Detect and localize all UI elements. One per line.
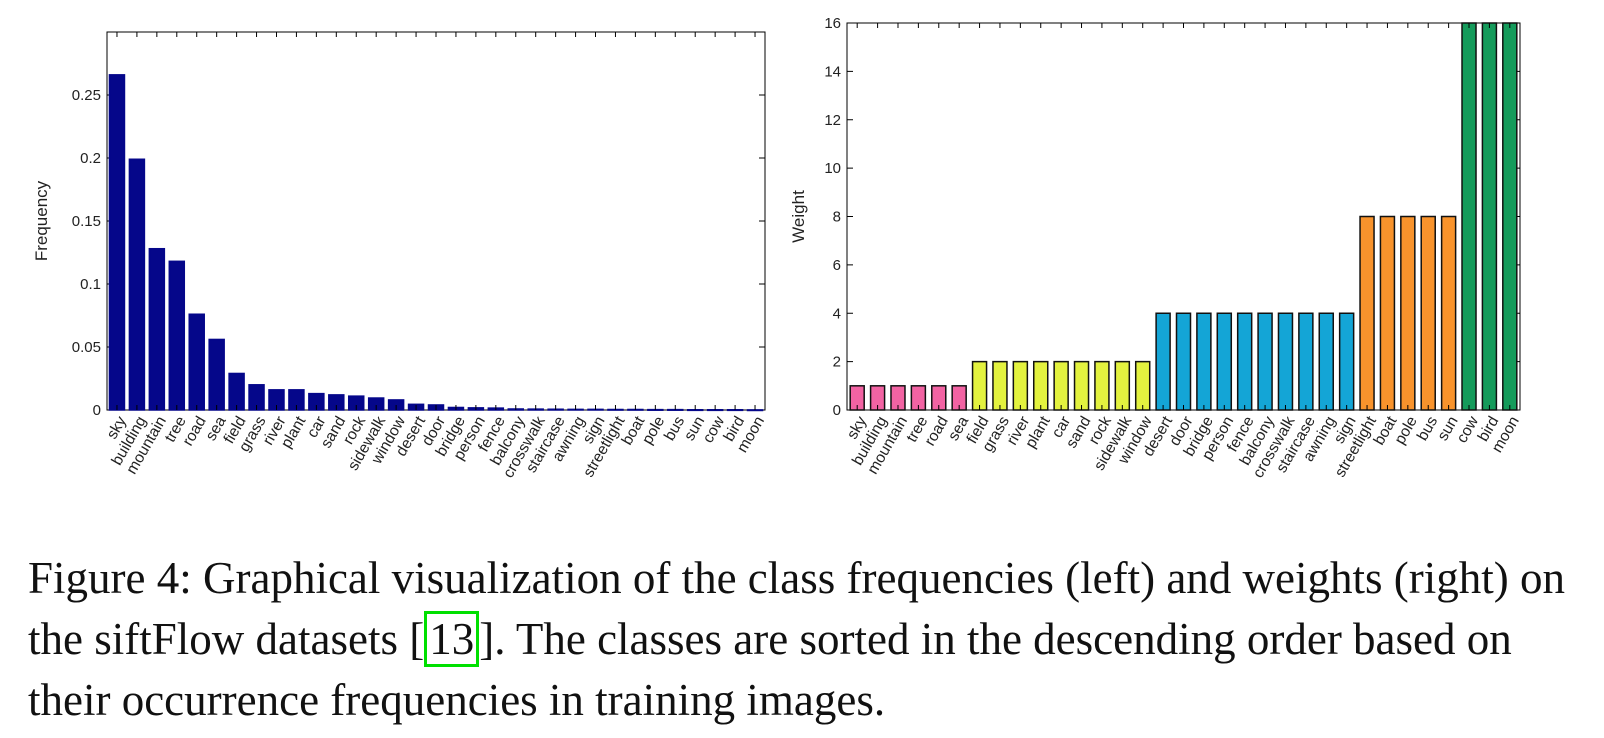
weight-bar-person [1216,312,1233,411]
frequency-ytick-label: 0.05 [72,339,101,356]
frequency-ytick-label: 0.2 [80,150,101,167]
weight-bar-window [1134,360,1151,411]
weight-bar-moon [1502,22,1518,411]
weight-y-axis-label: Weight [789,190,808,243]
frequency-y-axis-label: Frequency [32,180,51,261]
weight-bar-boat [1379,215,1396,411]
weight-bar-sun [1440,215,1457,411]
weight-bar-cow [1461,22,1477,411]
frequency-bar-sky [108,74,126,411]
frequency-bar-building [128,158,146,411]
weight-ytick-label: 2 [833,354,841,371]
citation-link[interactable]: 13 [424,611,480,667]
weight-bar-bridge [1196,312,1212,411]
weight-bar-balcony [1257,312,1273,411]
weight-bar-car [1053,360,1069,411]
weight-bar-fence [1236,312,1253,411]
caption-text-end: ]. The classes are sorted in the descend… [28,614,1512,725]
frequency-ytick-label: 0.1 [80,276,101,293]
figure-charts: 00.050.10.150.20.25Frequencyskybuildingm… [32,15,1523,481]
weight-bar-desert [1155,312,1171,411]
weight-ytick-label: 10 [824,160,841,177]
frequency-bar-sea [208,338,225,411]
frequency-bar-road [188,313,205,411]
weight-bar-bus [1420,215,1436,411]
weight-bar-rock [1094,360,1110,411]
weight-ytick-label: 14 [824,63,841,80]
weight-ytick-label: 8 [833,209,841,226]
weight-bar-plant [1032,360,1049,411]
weight-bar-awning [1318,312,1335,411]
weight-bar-bird [1481,22,1498,411]
weight-bar-crosswalk [1277,312,1294,411]
weight-ytick-label: 12 [824,112,841,129]
weight-ytick-label: 16 [824,15,841,32]
weight-bar-staircase [1298,312,1314,411]
frequency-bar-tree [168,260,186,411]
weight-bar-sign [1338,312,1355,411]
frequency-plot-frame [106,31,766,411]
weight-ytick-label: 4 [833,305,841,322]
weight-ytick-label: 0 [833,402,841,419]
weight-bar-river [1012,360,1029,411]
frequency-ytick-label: 0.25 [72,87,101,104]
weight-bar-field [971,360,988,411]
weight-bar-streetlight [1359,215,1375,411]
caption-text-start: Figure 4: Graphical visualization of the… [28,553,1566,664]
frequency-bar-field [228,372,245,411]
frequency-ytick-label: 0 [93,402,101,419]
figure-caption: Figure 4: Graphical visualization of the… [28,548,1588,731]
frequency-ytick-label: 0.15 [72,213,101,230]
weight-ytick-label: 6 [833,257,841,274]
weight-bar-pole [1400,215,1416,411]
weight-bar-sidewalk [1114,360,1131,411]
weight-bar-door [1175,312,1192,411]
weight-bar-grass [992,360,1008,411]
weight-bar-sand [1073,360,1090,411]
frequency-bar-mountain [148,247,166,411]
